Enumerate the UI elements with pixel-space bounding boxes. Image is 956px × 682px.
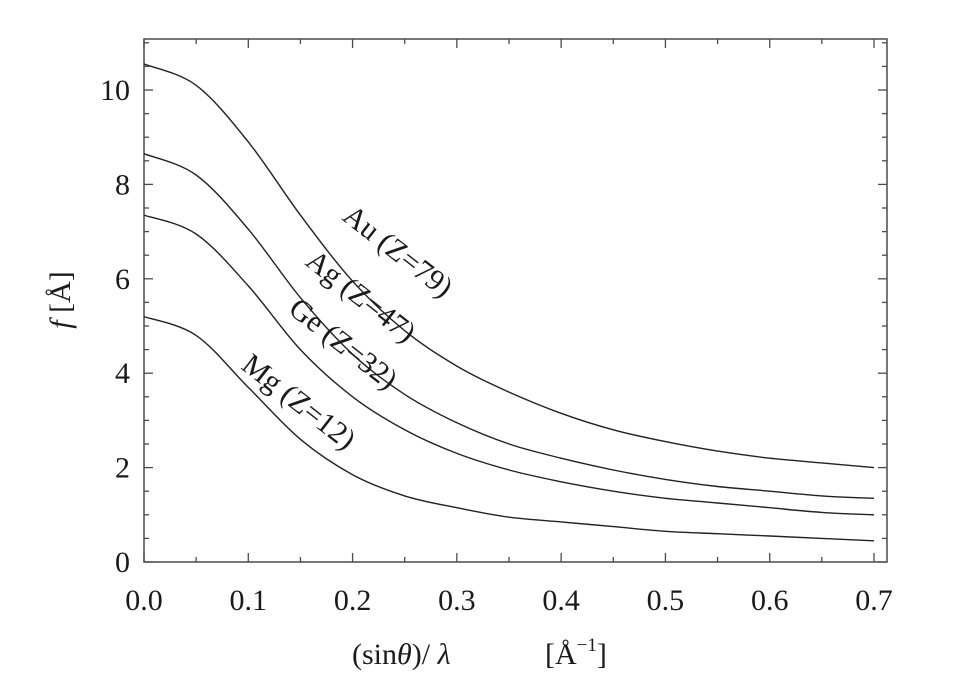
x-tick-label: 0.7 — [855, 584, 893, 617]
x-tick-label: 0.1 — [230, 584, 268, 617]
x-axis-unit-sup: −1 — [577, 635, 597, 656]
tick-labels: 0.0 0.1 0.2 0.3 0.4 0.5 0.6 0.7 0 2 4 6 8 10 — [100, 74, 893, 617]
x-axis-label-lambda: λ — [437, 638, 451, 671]
y-tick-label: 2 — [115, 452, 130, 485]
x-axis-label-main: (sin — [352, 638, 397, 671]
x-axis-unit-close: ] — [597, 638, 607, 671]
series-line-mg — [143, 315, 875, 542]
series-line-ge — [143, 214, 875, 516]
x-tick-label: 0.5 — [647, 584, 685, 617]
curves — [143, 63, 875, 542]
x-tick-label: 0.6 — [751, 584, 789, 617]
plot-frame — [143, 38, 888, 563]
x-axis-label: (sinθ)/ λ — [352, 638, 451, 671]
x-tick-label: 0.4 — [542, 584, 580, 617]
x-axis-unit: [Å−1] — [545, 635, 607, 671]
x-axis-unit-open: [Å — [545, 638, 577, 671]
x-tick-label: 0.2 — [334, 584, 372, 617]
ticks — [143, 39, 887, 563]
y-axis-label-unit: [Å] — [44, 271, 77, 320]
y-tick-label: 0 — [115, 546, 130, 579]
series-line-au — [143, 63, 875, 469]
x-tick-label: 0.3 — [438, 584, 476, 617]
x-axis-label-rest: )/ — [412, 638, 438, 671]
x-tick-label: 0.0 — [125, 584, 163, 617]
y-tick-label: 6 — [115, 263, 130, 296]
y-tick-label: 10 — [100, 74, 130, 107]
x-axis-label-theta: θ — [397, 638, 412, 671]
y-tick-label: 4 — [115, 357, 130, 390]
y-tick-label: 8 — [115, 168, 130, 201]
y-axis-label: f [Å] — [44, 271, 77, 329]
series-line-ag — [143, 153, 875, 499]
